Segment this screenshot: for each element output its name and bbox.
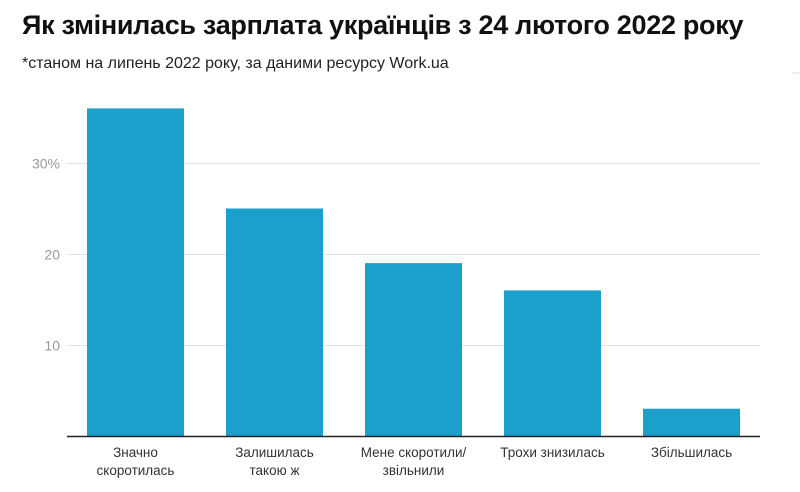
chart-subtitle: *станом на липень 2022 року, за даними р… (22, 55, 449, 72)
bars (87, 108, 740, 437)
bar (87, 108, 184, 437)
x-tick-label: звільнили (383, 463, 445, 478)
x-tick-label: Мене скоротили/ (361, 445, 467, 460)
chart-title: Як змінилась зарплата українців з 24 лют… (22, 10, 744, 40)
y-tick-label: 30% (32, 156, 60, 172)
x-tick-label: Трохи знизилась (500, 445, 604, 460)
x-axis-labels: Значно скоротилась Залишилась такою ж Мене с… (97, 445, 733, 478)
scroll-edge (792, 72, 800, 74)
bar (643, 408, 740, 436)
bar (365, 263, 462, 436)
x-tick-label: такою ж (249, 463, 299, 478)
y-tick-label: 20 (44, 247, 60, 263)
y-tick-label: 10 (44, 338, 60, 354)
x-tick-label: Залишилась (235, 445, 314, 460)
x-tick-label: Значно (113, 445, 158, 460)
y-axis-ticks: 10 20 30% (32, 156, 60, 354)
x-tick-label: скоротилась (97, 463, 175, 478)
bar (504, 290, 601, 436)
bar (226, 208, 323, 436)
x-tick-label: Збільшилась (651, 445, 732, 460)
